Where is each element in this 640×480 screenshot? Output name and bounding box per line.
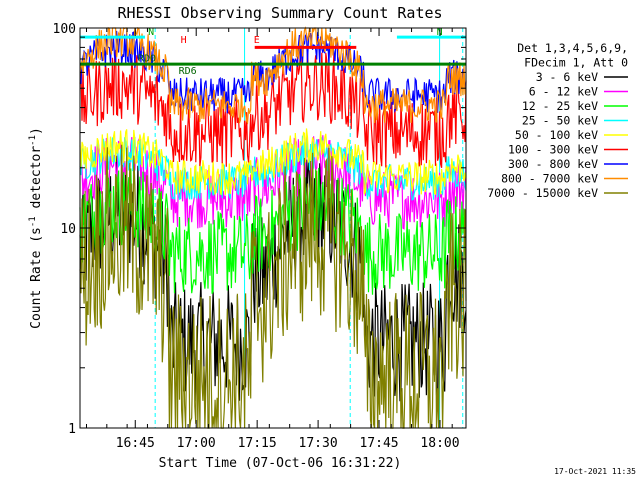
y-axis-label-close: ) (29, 127, 44, 135)
x-tick-label-4: 17:45 (359, 436, 398, 451)
y-axis-label-main: Count Rate (s (29, 227, 44, 329)
legend-label-5: 100 - 300 keV (508, 143, 598, 157)
legend-title-line-1: FDecim 1, Att 0 (524, 56, 628, 70)
legend-title-line-0: Det 1,3,4,5,6,9, (517, 41, 628, 55)
plot-area: NRD0RD6NHE (79, 26, 467, 429)
series-line-2 (79, 167, 467, 295)
series-line-4 (79, 128, 467, 196)
annotation-label-1: RD0 (138, 53, 156, 64)
y-axis-label: Count Rate (s-1 detector-1) (28, 127, 44, 329)
annotation-label-2: RD6 (179, 66, 197, 77)
y-axis-label-end: detector (29, 146, 44, 217)
y-axis-label-sup: -1 (28, 216, 38, 227)
y-tick-label-0: 1 (68, 422, 76, 437)
legend-label-7: 800 - 7000 keV (501, 172, 598, 186)
x-tick-label-1: 17:00 (177, 436, 216, 451)
annotation-label-0: N (148, 27, 154, 38)
footer-timestamp: 17-Oct-2021 11:35 (554, 467, 636, 476)
series-line-8 (79, 144, 467, 429)
legend-label-3: 25 - 50 keV (522, 114, 598, 128)
legend-label-4: 50 - 100 keV (515, 128, 598, 142)
series-line-7 (79, 26, 467, 125)
legend-label-0: 3 - 6 keV (536, 70, 598, 84)
x-tick-label-2: 17:15 (238, 436, 277, 451)
legend-label-2: 12 - 25 keV (522, 99, 598, 113)
axes: 1 10 100 16:45 17:00 17:15 17:30 17:45 18:00 (53, 22, 467, 451)
y-tick-label-2: 100 (53, 22, 76, 37)
y-axis-label-end-sup: -1 (28, 135, 38, 146)
chart-title: RHESSI Observing Summary Count Rates (117, 4, 442, 22)
legend: Det 1,3,4,5,6,9,FDecim 1, Att 03 - 6 keV… (487, 41, 628, 200)
x-tick-label-3: 17:30 (299, 436, 338, 451)
y-tick-label-1: 10 (60, 222, 76, 237)
annotation-label-5: E (254, 35, 260, 46)
x-axis-label: Start Time (07-Oct-06 16:31:22) (159, 456, 402, 471)
annotation-label-4: H (181, 35, 187, 46)
legend-label-1: 6 - 12 keV (529, 85, 598, 99)
x-tick-label-5: 18:00 (420, 436, 459, 451)
legend-label-8: 7000 - 15000 keV (487, 186, 598, 200)
legend-label-6: 300 - 800 keV (508, 157, 598, 171)
x-tick-label-0: 16:45 (116, 436, 155, 451)
